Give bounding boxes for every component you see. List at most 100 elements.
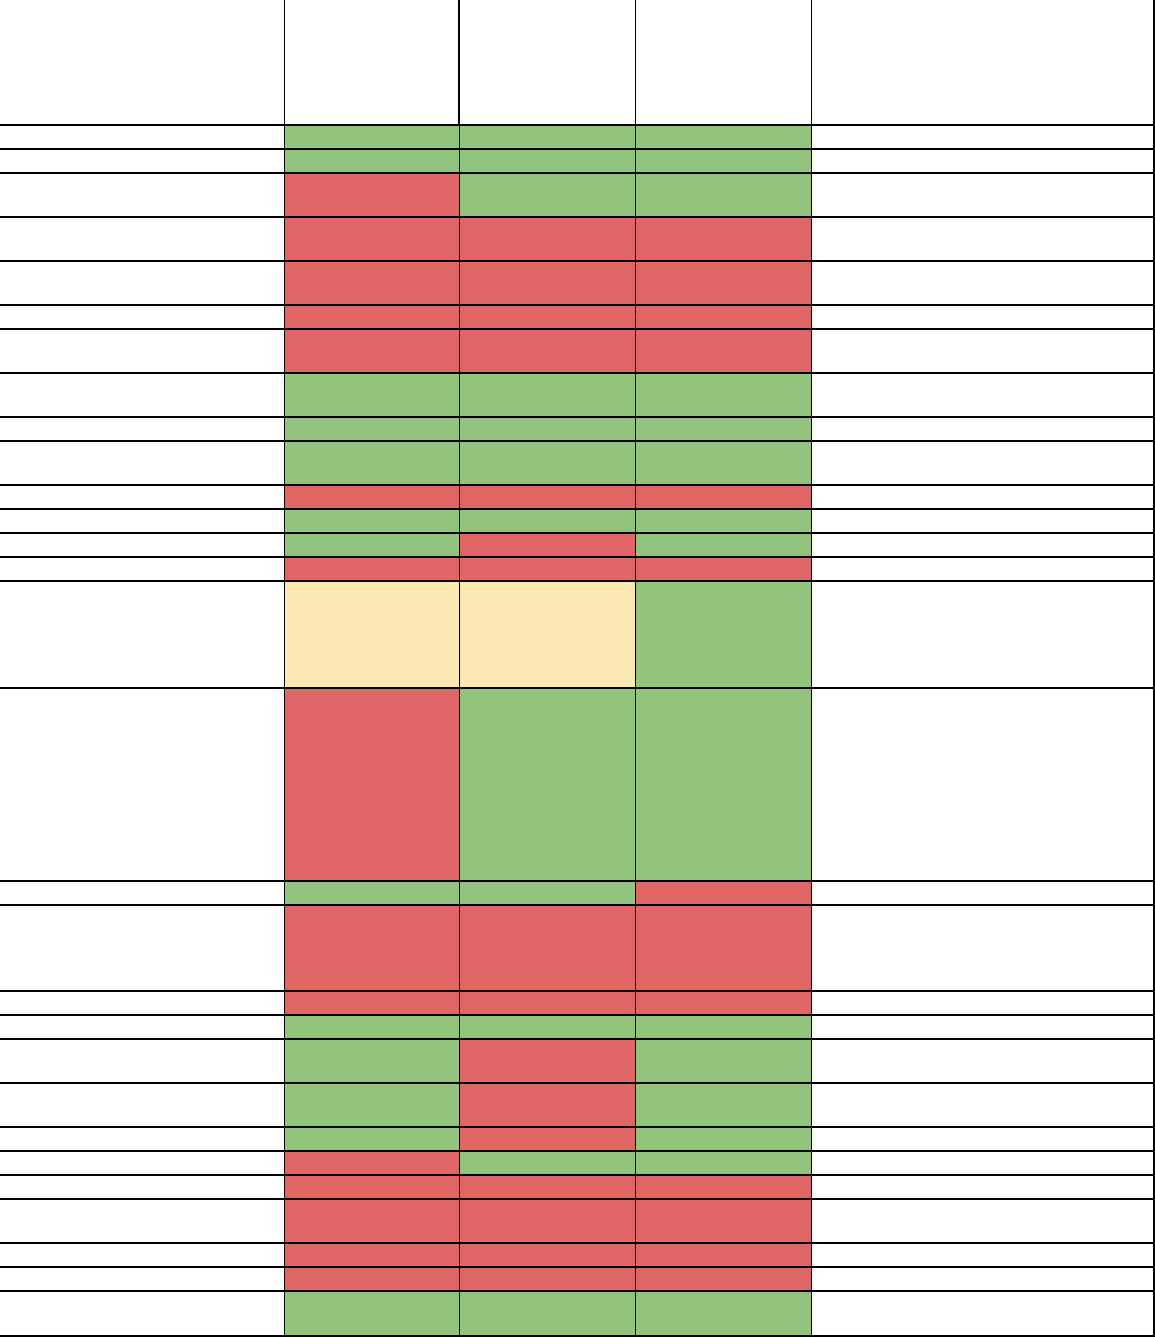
cell (285, 510, 460, 534)
cell (812, 486, 1155, 510)
cell (812, 218, 1155, 262)
cell (636, 1084, 812, 1128)
cell (0, 882, 285, 906)
cell (0, 1268, 285, 1292)
cell (636, 486, 812, 510)
cell (0, 582, 285, 689)
cell (460, 1084, 636, 1128)
cell (812, 1040, 1155, 1084)
cell (636, 218, 812, 262)
cell (812, 1176, 1155, 1200)
cell (0, 992, 285, 1016)
cell (460, 882, 636, 906)
cell (812, 1268, 1155, 1292)
cell (812, 150, 1155, 174)
cell (812, 992, 1155, 1016)
cell (285, 1152, 460, 1176)
cell (460, 418, 636, 442)
cell (636, 882, 812, 906)
cell (0, 174, 285, 218)
cell (460, 1200, 636, 1244)
cell (460, 689, 636, 882)
cell (812, 1244, 1155, 1268)
cell (285, 442, 460, 486)
cell (460, 374, 636, 418)
cell (460, 582, 636, 689)
cell (285, 1292, 460, 1337)
cell (460, 1268, 636, 1292)
cell (636, 262, 812, 306)
cell (812, 1200, 1155, 1244)
cell (636, 1176, 812, 1200)
cell (285, 1244, 460, 1268)
cell (460, 1244, 636, 1268)
cell (285, 174, 460, 218)
cell (285, 1084, 460, 1128)
cell (636, 126, 812, 150)
cell (636, 374, 812, 418)
cell (0, 689, 285, 882)
cell (460, 0, 636, 126)
cell (812, 689, 1155, 882)
cell (460, 1128, 636, 1152)
cell (460, 510, 636, 534)
cell (812, 582, 1155, 689)
cell (812, 1128, 1155, 1152)
cell (636, 558, 812, 582)
cell (636, 174, 812, 218)
cell (0, 534, 285, 558)
cell (636, 992, 812, 1016)
cell (812, 906, 1155, 992)
cell (285, 906, 460, 992)
cell (812, 1016, 1155, 1040)
cell (636, 1040, 812, 1084)
cell (285, 262, 460, 306)
cell (812, 330, 1155, 374)
cell (0, 1016, 285, 1040)
cell (0, 906, 285, 992)
cell (460, 174, 636, 218)
cell (0, 1128, 285, 1152)
cell (460, 1016, 636, 1040)
cell (636, 418, 812, 442)
cell (285, 306, 460, 330)
cell (0, 1084, 285, 1128)
cell (636, 534, 812, 558)
cell (812, 1084, 1155, 1128)
cell (460, 534, 636, 558)
cell (460, 992, 636, 1016)
cell (460, 126, 636, 150)
cell (636, 442, 812, 486)
cell (460, 262, 636, 306)
cell (285, 218, 460, 262)
cell (0, 1176, 285, 1200)
cell (636, 1200, 812, 1244)
cell (636, 1244, 812, 1268)
cell (0, 330, 285, 374)
cell (812, 262, 1155, 306)
cell (636, 306, 812, 330)
cell (285, 330, 460, 374)
cell (285, 486, 460, 510)
cell (0, 150, 285, 174)
cell (460, 558, 636, 582)
cell (460, 906, 636, 992)
cell (812, 510, 1155, 534)
cell (0, 442, 285, 486)
cell (460, 1292, 636, 1337)
cell (460, 218, 636, 262)
cell (460, 150, 636, 174)
cell (636, 1268, 812, 1292)
cell (285, 1128, 460, 1152)
cell (285, 1040, 460, 1084)
cell (636, 150, 812, 174)
cell (0, 1152, 285, 1176)
cell (0, 262, 285, 306)
cell (0, 218, 285, 262)
cell (285, 374, 460, 418)
cell (0, 558, 285, 582)
cell (636, 1016, 812, 1040)
cell (0, 486, 285, 510)
cell (460, 1040, 636, 1084)
